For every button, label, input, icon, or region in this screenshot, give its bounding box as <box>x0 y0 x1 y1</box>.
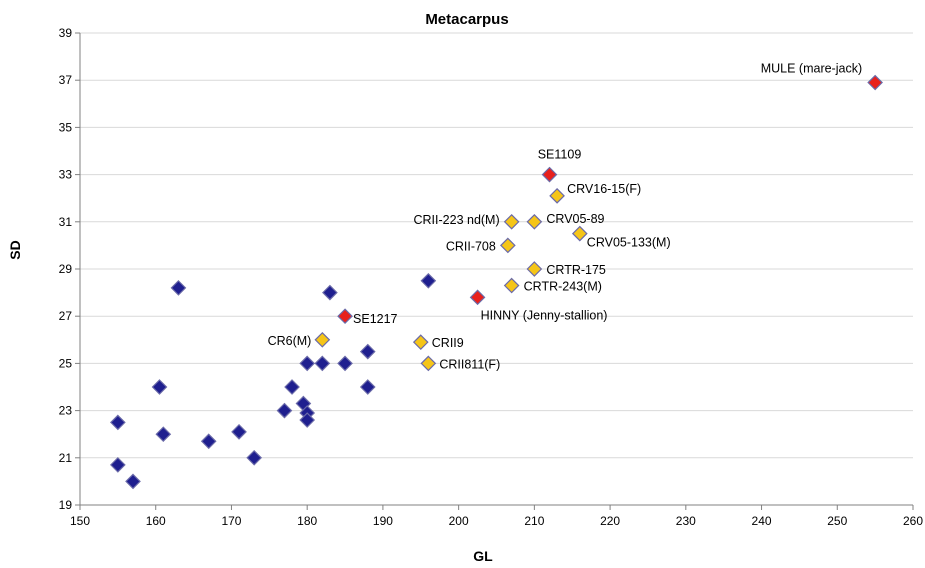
data-point-blue <box>155 426 172 443</box>
point-label: CRTR-243(M) <box>524 280 602 294</box>
y-axis-label: SD <box>7 240 23 259</box>
y-tick-label: 35 <box>59 120 73 134</box>
x-tick-label: 230 <box>676 514 696 528</box>
data-point-blue <box>170 280 187 296</box>
data-point-blue <box>359 343 376 360</box>
data-point-yellow <box>314 331 331 348</box>
x-tick-label: 240 <box>752 514 772 528</box>
gridlines <box>80 32 913 459</box>
point-label: CRII811(F) <box>439 357 500 371</box>
data-point-red <box>469 289 486 306</box>
data-point-blue <box>246 449 263 466</box>
y-tick-label: 23 <box>59 404 73 418</box>
data-point-blue <box>314 355 331 372</box>
x-tick-label: 180 <box>297 514 317 528</box>
x-tick-label: 190 <box>373 514 393 528</box>
data-point-yellow <box>412 334 429 351</box>
point-label: CRII9 <box>432 336 464 350</box>
y-tick-label: 19 <box>59 498 73 512</box>
data-point-blue <box>231 423 247 440</box>
data-point-blue <box>299 355 316 372</box>
data-point-red <box>541 166 558 183</box>
point-label: CRTR-175 <box>546 263 606 277</box>
x-tick-label: 250 <box>827 514 847 528</box>
y-tick-label: 37 <box>59 73 73 87</box>
data-point-blue <box>276 402 293 419</box>
point-labels: CR6(M) CRII9 CRII811(F) CRII-708 CRII-223 nd… <box>268 62 863 372</box>
point-label: CRII-708 <box>446 239 496 253</box>
x-tick-label: 200 <box>449 514 469 528</box>
data-point-blue <box>200 433 217 450</box>
data-point-red <box>337 308 353 325</box>
x-tick-label: 210 <box>524 514 544 528</box>
data-point-blue <box>110 457 126 473</box>
x-tick-label: 260 <box>903 514 923 528</box>
data-point-blue <box>151 379 168 395</box>
x-tick-label: 170 <box>221 514 241 528</box>
data-point-blue <box>337 355 353 372</box>
x-tick-label: 220 <box>600 514 620 528</box>
data-point-blue <box>110 414 126 431</box>
point-label: CR6(M) <box>268 334 312 348</box>
axes <box>75 32 914 510</box>
point-label: CRV05-133(M) <box>587 236 671 250</box>
y-tick-label: 25 <box>59 356 73 370</box>
data-point-blue <box>359 379 376 395</box>
data-point-blue <box>284 379 300 395</box>
point-label: SE1109 <box>538 148 582 162</box>
y-tick-label: 21 <box>59 451 73 465</box>
x-axis-label: GL <box>473 548 493 564</box>
tick-labels: 19 21 23 25 27 29 31 33 35 37 39 150 160 170 180 190 200… <box>59 26 924 528</box>
data-point-yellow <box>503 277 520 294</box>
point-label: HINNY (Jenny-stallion) <box>481 308 608 322</box>
point-label: MULE (mare-jack) <box>761 62 862 76</box>
x-tick-label: 150 <box>70 514 90 528</box>
data-point-yellow <box>526 261 543 277</box>
data-point-blue <box>125 473 141 490</box>
data-point-blue <box>299 412 316 428</box>
chart-title: Metacarpus <box>425 11 508 28</box>
data-point-yellow <box>571 225 588 242</box>
x-tick-label: 160 <box>146 514 166 528</box>
data-point-blue <box>420 272 437 289</box>
data-point-yellow <box>420 355 437 372</box>
point-label: CRV16-15(F) <box>567 182 641 196</box>
point-label: CRII-223 nd(M) <box>414 213 500 227</box>
data-point-blue <box>322 284 338 301</box>
y-tick-label: 33 <box>59 168 73 182</box>
point-label: SE1217 <box>353 312 398 326</box>
point-label: CRV05-89 <box>546 212 604 226</box>
y-tick-label: 39 <box>59 26 73 40</box>
data-point-yellow <box>503 213 520 230</box>
y-tick-label: 27 <box>59 309 73 323</box>
data-points <box>110 74 883 490</box>
y-tick-label: 29 <box>59 262 73 276</box>
data-point-yellow <box>500 237 516 254</box>
y-tick-label: 31 <box>59 215 73 229</box>
data-point-yellow <box>526 213 543 230</box>
data-point-yellow <box>549 187 565 204</box>
data-point-red <box>867 74 883 91</box>
